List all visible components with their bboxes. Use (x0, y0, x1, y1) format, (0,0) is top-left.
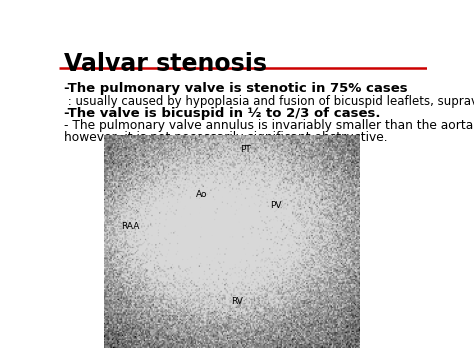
Text: RAA: RAA (121, 222, 139, 231)
Text: Valvar stenosis: Valvar stenosis (64, 52, 267, 76)
Text: PT: PT (240, 145, 250, 154)
Text: RV: RV (231, 296, 243, 306)
Text: : usually caused by hypoplasia and fusion of bicuspid leaflets, supravalvar teth: : usually caused by hypoplasia and fusio… (64, 94, 474, 108)
Text: -The pulmonary valve is stenotic in 75% cases: -The pulmonary valve is stenotic in 75% … (64, 82, 407, 95)
Text: PV: PV (270, 201, 282, 210)
Text: -The valve is bicuspid in ½ to 2/3 of cases.: -The valve is bicuspid in ½ to 2/3 of ca… (64, 107, 380, 120)
Text: Ao: Ao (196, 190, 207, 199)
Text: however, it is not necessarily significant obstructive.: however, it is not necessarily significa… (64, 131, 387, 144)
Text: - The pulmonary valve annulus is invariably smaller than the aorta;: - The pulmonary valve annulus is invaria… (64, 119, 474, 132)
